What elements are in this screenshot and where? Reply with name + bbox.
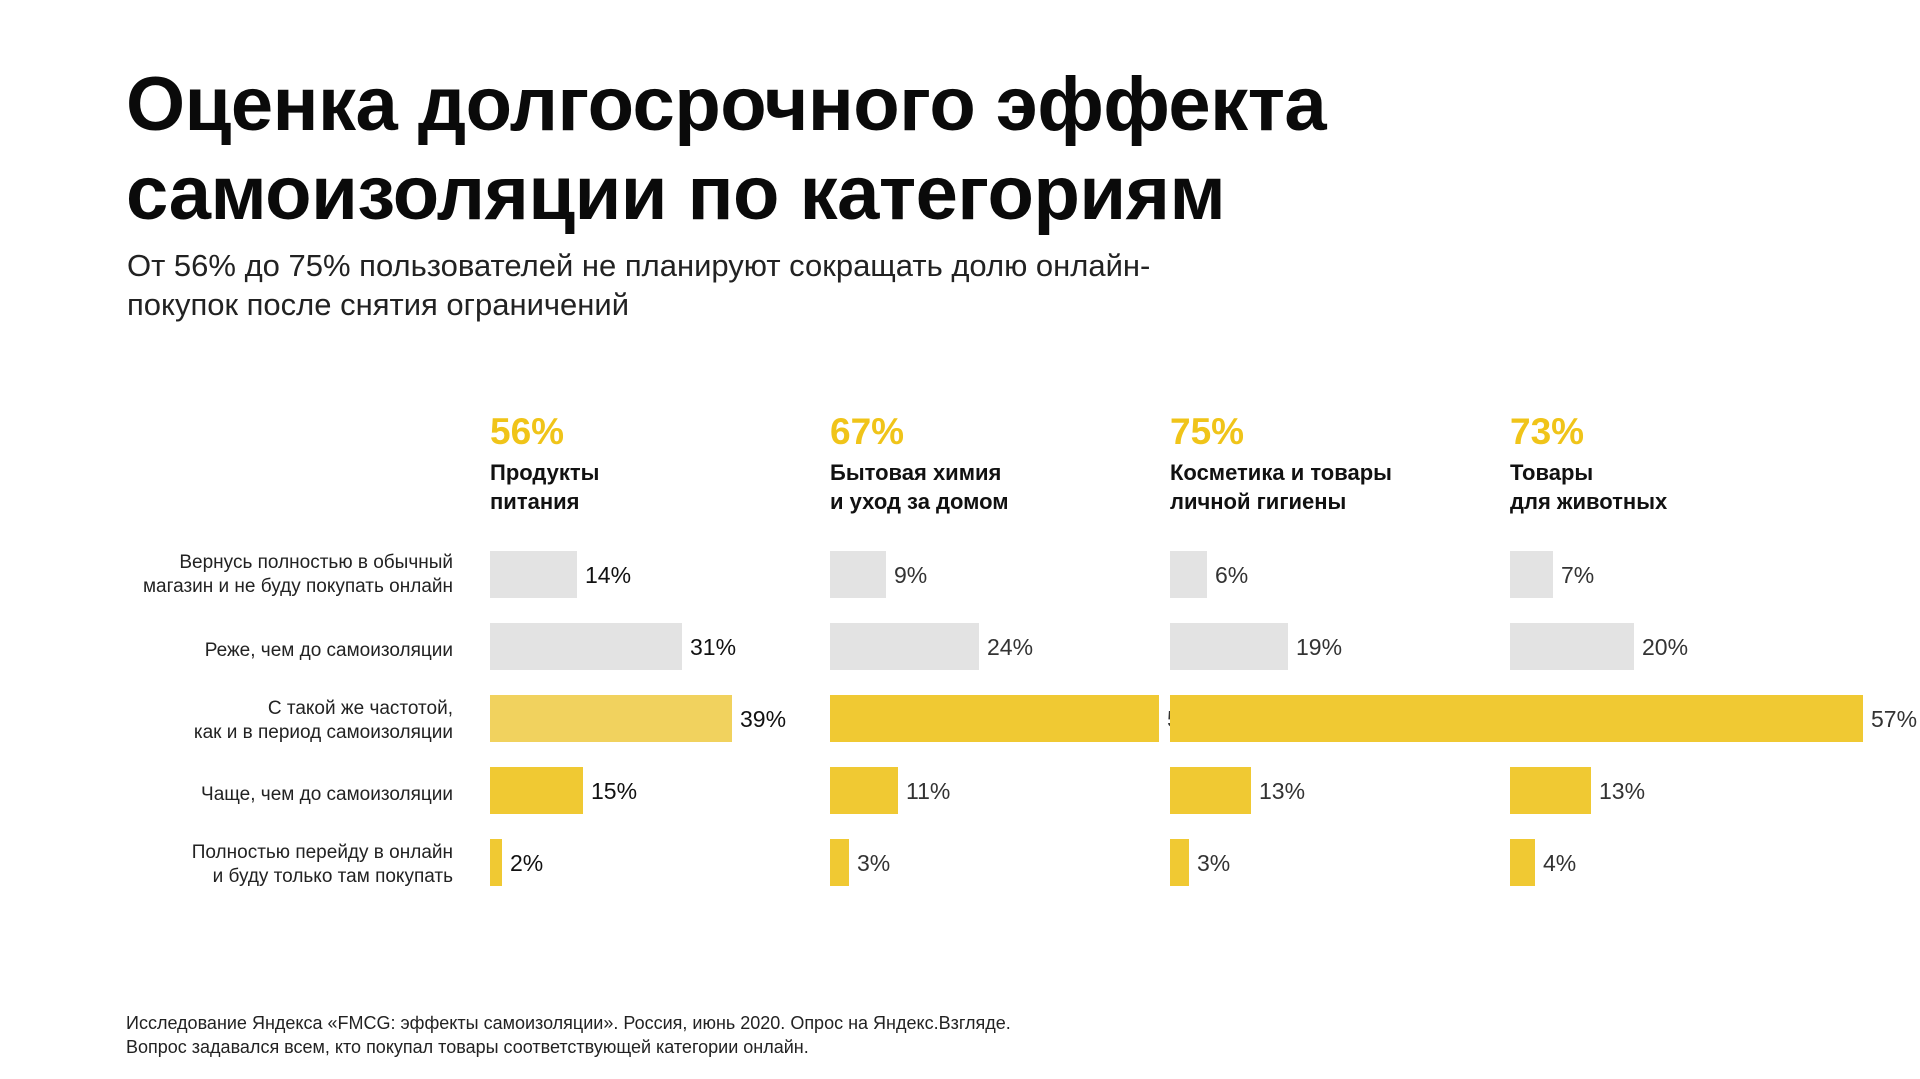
bar-value-label: 7% — [1561, 562, 1595, 588]
bar-value-label: 57% — [1871, 706, 1918, 732]
row-label-less-often: Реже, чем до самоизоляции — [204, 640, 453, 661]
bar-less-often — [830, 623, 979, 670]
bar-value-label: 39% — [740, 706, 787, 732]
bar-fully-online — [1170, 839, 1189, 886]
category-header: 75% Косметика и товары личной гигиены — [1170, 410, 1500, 516]
bar-fully-online — [1510, 839, 1535, 886]
category-total: 67% — [830, 411, 905, 452]
bar-return-offline — [1170, 551, 1207, 598]
bar-value-label: 9% — [894, 562, 928, 588]
bar-same-frequency — [1510, 695, 1863, 742]
bar-more-often — [1510, 767, 1591, 814]
category-title: Товары для животных — [1510, 460, 1668, 514]
bar-less-often — [490, 623, 682, 670]
bar-same-frequency — [830, 695, 1159, 742]
bar-value-label: 31% — [690, 634, 737, 660]
category-total: 73% — [1510, 411, 1585, 452]
category-header: 67% Бытовая химия и уход за домом — [830, 410, 1160, 516]
bar-more-often — [1170, 767, 1251, 814]
bar-value-label: 4% — [1543, 850, 1577, 876]
category-total: 56% — [490, 411, 565, 452]
bar-value-label: 11% — [906, 778, 951, 804]
bar-fully-online — [830, 839, 849, 886]
category-header: 56% Продукты питания — [490, 410, 820, 516]
bar-fully-online — [490, 839, 502, 886]
bar-less-often — [1170, 623, 1288, 670]
footnote-line-1: Исследование Яндекса «FMCG: эффекты само… — [126, 1013, 1011, 1033]
bar-value-label: 15% — [591, 778, 638, 804]
bar-less-often — [1510, 623, 1634, 670]
footnote: Исследование Яндекса «FMCG: эффекты само… — [126, 1011, 1326, 1059]
bar-value-label: 6% — [1215, 562, 1249, 588]
category-title: Продукты питания — [490, 460, 600, 514]
bar-value-label: 24% — [987, 634, 1034, 660]
footnote-line-2: Вопрос задавался всем, кто покупал товар… — [126, 1037, 809, 1057]
row-label-more-often: Чаще, чем до самоизоляции — [201, 784, 453, 805]
row-label-return-offline: Вернусь полностью в обычный магазин и не… — [142, 552, 453, 597]
category-total: 75% — [1170, 411, 1245, 452]
row-label-same-frequency: С такой же частотой, как и в период само… — [193, 698, 453, 743]
bar-return-offline — [830, 551, 886, 598]
category-title: Бытовая химия и уход за домом — [830, 460, 1009, 514]
bar-value-label: 20% — [1642, 634, 1689, 660]
bar-more-often — [490, 767, 583, 814]
category-title: Косметика и товары личной гигиены — [1170, 460, 1392, 514]
page-title: Оценка долгосрочного эффекта самоизоляци… — [126, 62, 1327, 236]
bar-same-frequency — [1170, 695, 1536, 742]
page-subtitle: От 56% до 75% пользователей не планируют… — [127, 248, 1151, 322]
bar-same-frequency — [490, 695, 732, 742]
bar-value-label: 3% — [1197, 850, 1231, 876]
bar-value-label: 13% — [1599, 778, 1646, 804]
bar-value-label: 13% — [1259, 778, 1306, 804]
bar-more-often — [830, 767, 898, 814]
bar-return-offline — [1510, 551, 1553, 598]
bar-value-label: 3% — [857, 850, 891, 876]
bar-value-label: 14% — [585, 562, 632, 588]
bar-return-offline — [490, 551, 577, 598]
bar-value-label: 19% — [1296, 634, 1343, 660]
bar-value-label: 2% — [510, 850, 544, 876]
row-label-fully-online: Полностью перейду в онлайн и буду только… — [191, 842, 453, 887]
category-header: 73% Товары для животных — [1510, 410, 1840, 516]
